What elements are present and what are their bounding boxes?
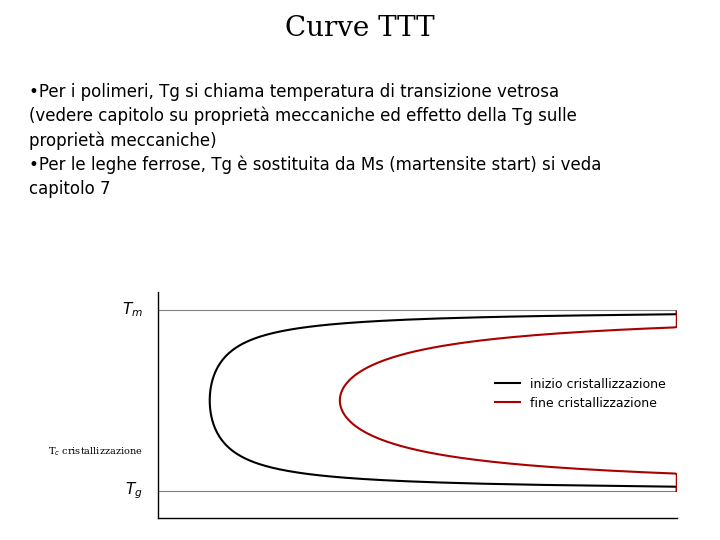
- Text: $T_g$: $T_g$: [125, 481, 143, 502]
- Text: Curve TTT: Curve TTT: [285, 15, 435, 42]
- Text: •Per i polimeri, Tg si chiama temperatura di transizione vetrosa
(vedere capitol: •Per i polimeri, Tg si chiama temperatur…: [29, 83, 601, 198]
- Text: $T_m$: $T_m$: [122, 300, 143, 319]
- Legend: inizio cristallizzazione, fine cristallizzazione: inizio cristallizzazione, fine cristalli…: [490, 373, 670, 415]
- Text: T$_c$ cristallizzazione: T$_c$ cristallizzazione: [48, 445, 143, 458]
